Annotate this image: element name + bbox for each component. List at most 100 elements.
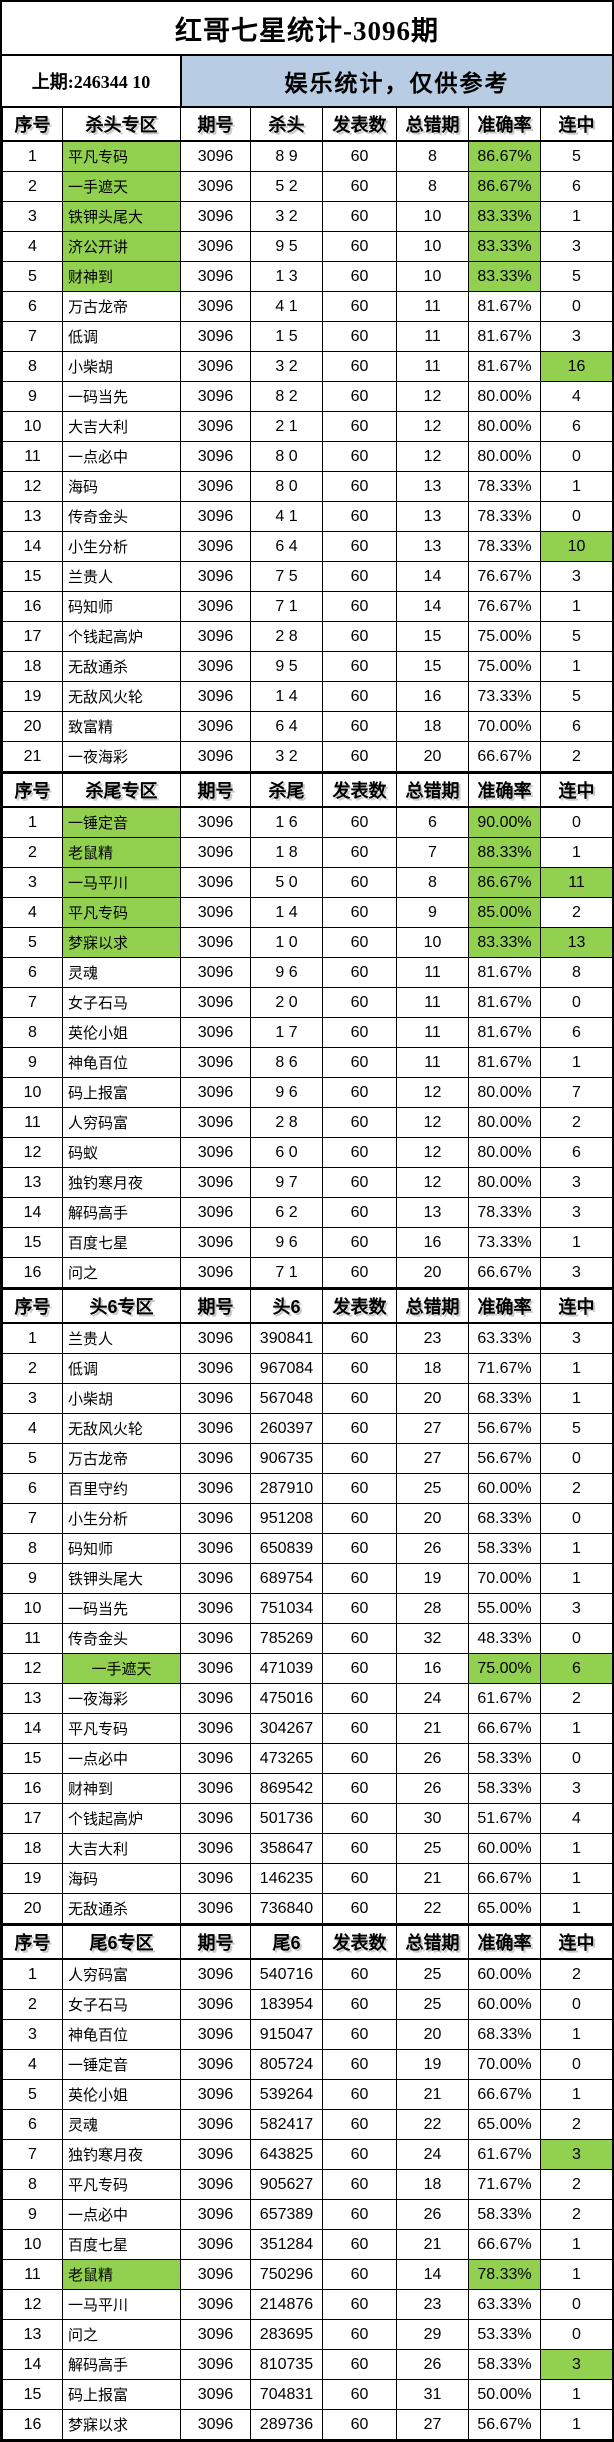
value-cell: 60 [322, 1773, 397, 1804]
value-cell: 14 [2, 1197, 63, 1228]
table-row: 3 铁钾头尾大 3096 3 2 60 10 83.33% 1 [2, 201, 613, 232]
value-cell: 60 [322, 2199, 397, 2230]
value-cell: 60 [322, 1958, 397, 1990]
value-cell: 86.67% [468, 140, 541, 172]
value-cell: 1 [540, 1893, 613, 1924]
value-cell: 11 [2, 441, 63, 472]
value-cell: 17 [2, 621, 63, 652]
value-cell: 17 [2, 1803, 63, 1834]
value-cell: 810735 [250, 2349, 323, 2380]
zone-name-cell: 低调 [62, 321, 181, 352]
value-cell: 11 [2, 1623, 63, 1654]
value-cell: 60 [322, 1047, 397, 1078]
value-cell: 3096 [180, 471, 251, 502]
zone-name-cell: 传奇金头 [62, 501, 181, 532]
value-cell: 4 [2, 1413, 63, 1444]
value-cell: 3096 [180, 1863, 251, 1894]
value-cell: 906735 [250, 1443, 323, 1474]
value-cell: 3096 [180, 1227, 251, 1258]
table-row: 15 兰贵人 3096 7 5 60 14 76.67% 3 [2, 561, 613, 592]
value-cell: 3096 [180, 2409, 251, 2440]
value-cell: 80.00% [468, 411, 541, 442]
value-cell: 11 [2, 1107, 63, 1138]
value-cell: 5 [2, 2079, 63, 2110]
zone-name-cell: 小生分析 [62, 1503, 181, 1534]
value-cell: 26 [396, 1773, 469, 1804]
value-cell: 1 [2, 806, 63, 838]
value-cell: 2 [540, 741, 613, 772]
value-cell: 304267 [250, 1713, 323, 1744]
value-cell: 60 [322, 411, 397, 442]
value-cell: 951208 [250, 1503, 323, 1534]
zone-name-cell: 神龟百位 [62, 2019, 181, 2050]
value-cell: 16 [2, 591, 63, 622]
table-row: 16 财神到 3096 869542 60 26 58.33% 3 [2, 1773, 613, 1804]
table-row: 6 灵魂 3096 9 6 60 11 81.67% 8 [2, 957, 613, 988]
value-cell: 18 [396, 1353, 469, 1384]
value-cell: 3096 [180, 351, 251, 382]
value-cell: 704831 [250, 2379, 323, 2410]
value-cell: 3096 [180, 1473, 251, 1504]
value-cell: 31 [396, 2379, 469, 2410]
table-row: 10 大吉大利 3096 2 1 60 12 80.00% 6 [2, 411, 613, 442]
value-cell: 14 [2, 2349, 63, 2380]
value-cell: 7 [2, 2139, 63, 2170]
value-cell: 3096 [180, 1197, 251, 1228]
value-cell: 60.00% [468, 1989, 541, 2020]
value-cell: 3096 [180, 987, 251, 1018]
value-cell: 358647 [250, 1833, 323, 1864]
value-cell: 3096 [180, 957, 251, 988]
value-cell: 88.33% [468, 837, 541, 868]
value-cell: 3096 [180, 681, 251, 712]
value-cell: 60 [322, 2409, 397, 2440]
value-cell: 540716 [250, 1958, 323, 1990]
value-cell: 0 [540, 1989, 613, 2020]
value-cell: 78.33% [468, 2259, 541, 2290]
value-cell: 3096 [180, 1653, 251, 1684]
table-row: 9 神龟百位 3096 8 6 60 11 81.67% 1 [2, 1047, 613, 1078]
value-cell: 60 [322, 1563, 397, 1594]
column-header: 杀尾 [250, 772, 323, 808]
value-cell: 3 [540, 1593, 613, 1624]
value-cell: 21 [396, 1713, 469, 1744]
column-header: 总错期 [396, 106, 469, 142]
value-cell: 8 [540, 957, 613, 988]
value-cell: 1 [2, 1322, 63, 1354]
value-cell: 14 [2, 1713, 63, 1744]
value-cell: 12 [2, 471, 63, 502]
value-cell: 60 [322, 471, 397, 502]
value-cell: 60 [322, 1383, 397, 1414]
value-cell: 3 [2, 867, 63, 898]
value-cell: 1 [540, 2409, 613, 2440]
value-cell: 3096 [180, 2199, 251, 2230]
value-cell: 60 [322, 806, 397, 838]
value-cell: 8 [2, 1017, 63, 1048]
value-cell: 3096 [180, 1503, 251, 1534]
value-cell: 20 [396, 2019, 469, 2050]
value-cell: 7 [2, 321, 63, 352]
value-cell: 8 [2, 1533, 63, 1564]
table-row: 18 大吉大利 3096 358647 60 25 60.00% 1 [2, 1833, 613, 1864]
zone-name-cell: 铁钾头尾大 [62, 201, 181, 232]
value-cell: 3 [2, 1383, 63, 1414]
value-cell: 60 [322, 867, 397, 898]
zone-name-cell: 解码高手 [62, 2349, 181, 2380]
zone-name-cell: 无敌通杀 [62, 1893, 181, 1924]
page-title: 红哥七星统计-3096期 [2, 2, 612, 56]
value-cell: 471039 [250, 1653, 323, 1684]
previous-period-result: 上期:246344 10 [2, 56, 182, 106]
value-cell: 13 [396, 501, 469, 532]
value-cell: 75.00% [468, 651, 541, 682]
value-cell: 66.67% [468, 2079, 541, 2110]
value-cell: 16 [540, 351, 613, 382]
column-header: 杀头 [250, 106, 323, 142]
value-cell: 9 5 [250, 651, 323, 682]
value-cell: 7 [2, 1503, 63, 1534]
zone-name-cell: 问之 [62, 1257, 181, 1288]
value-cell: 14 [396, 2259, 469, 2290]
value-cell: 3096 [180, 2229, 251, 2260]
value-cell: 473265 [250, 1743, 323, 1774]
value-cell: 60 [322, 171, 397, 202]
value-cell: 60 [322, 1473, 397, 1504]
